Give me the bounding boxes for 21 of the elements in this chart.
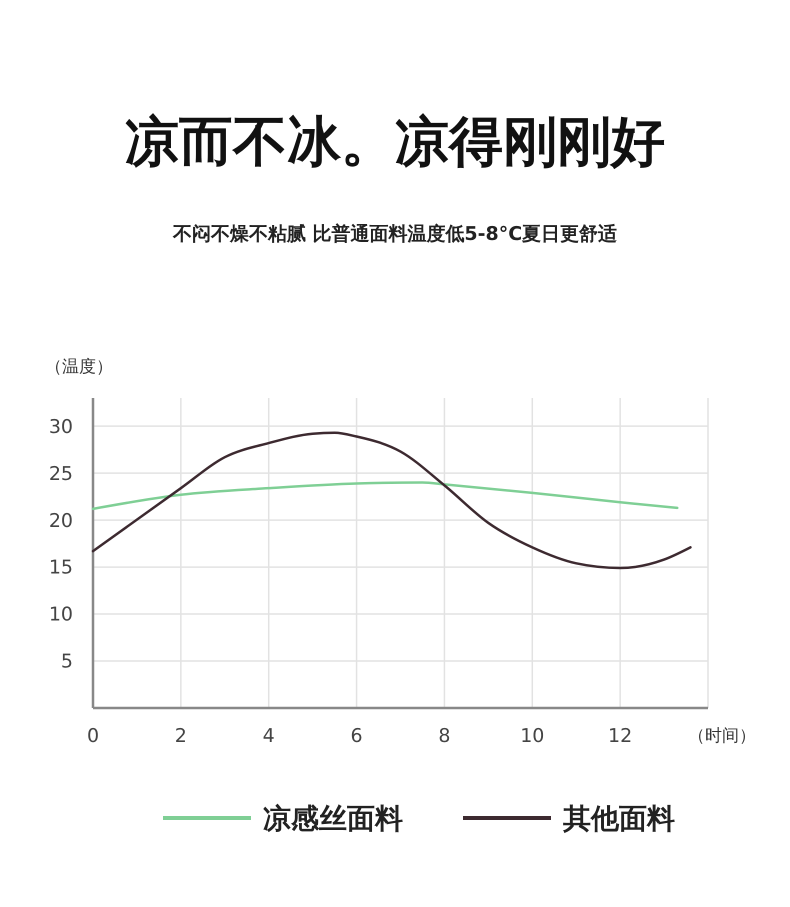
legend-label: 凉感丝面料 [263,802,403,835]
legend-label: 其他面料 [562,802,675,835]
x-tick-label: 2 [174,725,187,747]
chart-subtitle: 不闷不燥不粘腻 比普通面料温度低5-8°C夏日更舒适 [172,223,618,245]
y-tick-label: 5 [60,650,73,673]
y-tick-label: 20 [48,510,73,532]
x-tick-label: 6 [350,725,363,747]
line-series [92,432,692,570]
x-tick-label: 8 [438,725,450,747]
x-tick-label: 12 [608,725,632,747]
y-tick-label: 10 [48,604,73,626]
line-series [92,481,678,510]
x-axis-title: （时间） [688,726,756,746]
y-tick-label: 25 [48,462,73,485]
x-tick-label: 4 [262,725,275,747]
chart-title: 凉而不冰。凉得刚刚好 [125,110,665,173]
y-tick-label: 15 [48,556,73,579]
x-tick-label: 10 [520,725,544,747]
y-axis-title: （温度） [45,357,113,377]
x-tick-label: 0 [86,725,100,747]
y-tick-label: 30 [48,416,73,438]
